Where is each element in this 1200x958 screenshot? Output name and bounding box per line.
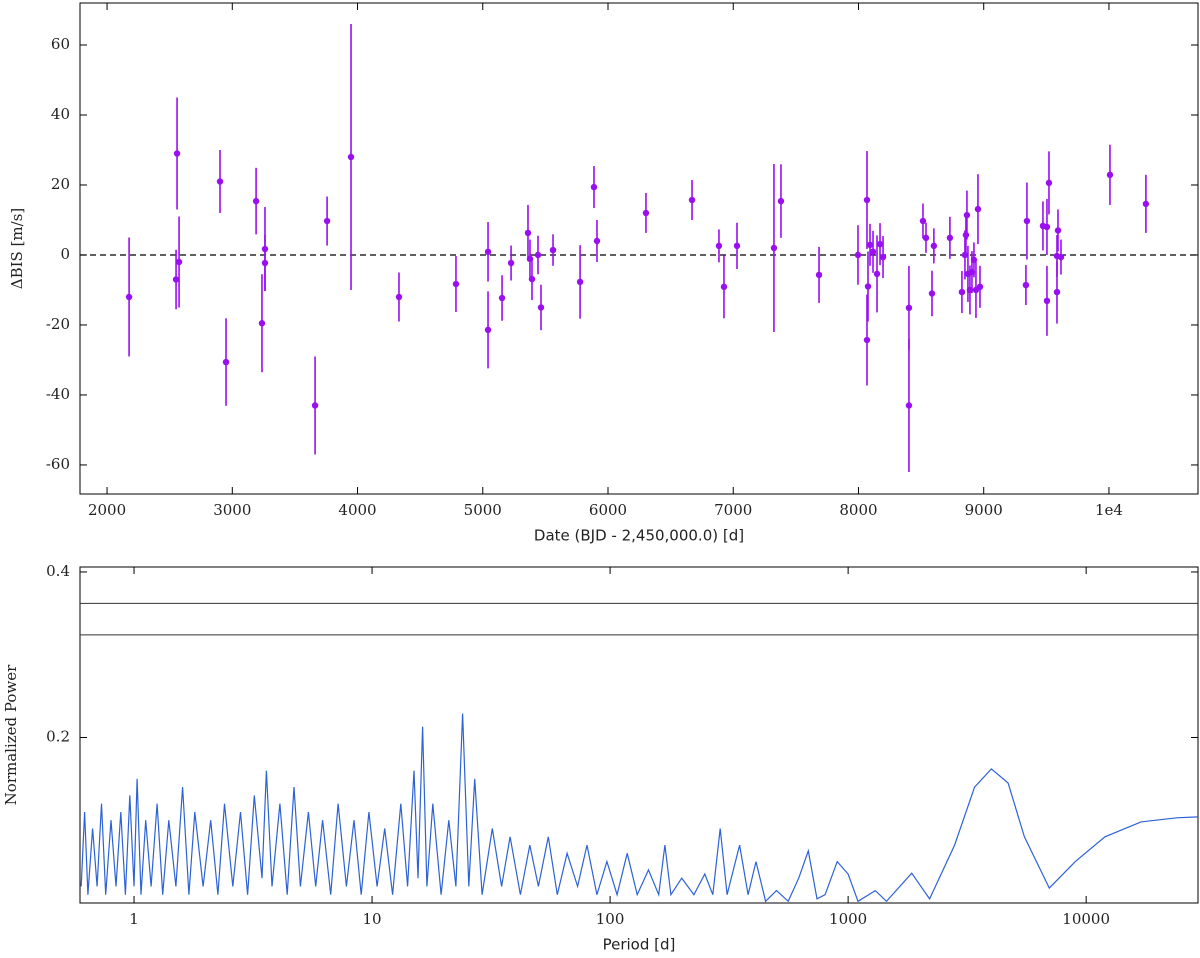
y-tick-label: 60 — [51, 35, 70, 53]
data-point — [688, 196, 696, 204]
data-point — [928, 290, 936, 297]
data-point — [528, 275, 536, 283]
y-tick-label: 0.4 — [46, 562, 70, 580]
y-tick-label: -20 — [46, 315, 70, 333]
data-point — [1045, 179, 1053, 187]
data-point — [1043, 297, 1051, 305]
x-tick-label: 1000 — [829, 910, 867, 928]
data-point — [576, 278, 584, 286]
data-point — [930, 242, 938, 250]
data-point — [815, 271, 823, 279]
data-point — [715, 242, 723, 250]
x-tick-label: 3000 — [213, 501, 251, 519]
data-point — [172, 276, 180, 283]
data-point — [922, 234, 930, 242]
y-tick-label: 0 — [60, 245, 70, 263]
data-point — [1106, 171, 1114, 179]
x-tick-label: 1e4 — [1095, 501, 1123, 519]
x-tick-label: 4000 — [338, 501, 376, 519]
data-point — [1054, 227, 1062, 234]
data-point — [311, 402, 319, 409]
data-point — [222, 358, 230, 366]
x-tick-label: 10000 — [1062, 910, 1110, 928]
data-point — [905, 304, 913, 312]
x-tick-label: 9000 — [965, 501, 1003, 519]
x-axis-label: Date (BJD - 2,450,000.0) [d] — [534, 527, 744, 545]
data-point — [970, 256, 978, 264]
data-point — [534, 251, 542, 259]
x-tick-label: 2000 — [88, 501, 126, 519]
data-point — [962, 231, 970, 239]
data-point — [864, 283, 872, 290]
data-point — [873, 270, 881, 278]
y-tick-label: 40 — [51, 105, 70, 123]
data-point — [593, 237, 601, 245]
data-point — [869, 248, 877, 256]
data-point — [395, 293, 403, 301]
y-axis-label: Normalized Power — [2, 664, 20, 805]
data-point — [261, 259, 269, 267]
data-point — [258, 320, 266, 327]
data-point — [507, 259, 515, 267]
x-tick-label: 100 — [596, 910, 625, 928]
data-point — [866, 241, 874, 249]
periodogram-line — [80, 713, 1199, 903]
data-point — [484, 248, 492, 256]
data-point — [770, 244, 778, 252]
data-point — [976, 283, 984, 291]
x-axis-label: Period [d] — [603, 936, 676, 954]
data-point — [720, 283, 728, 291]
plot-frame — [79, 2, 1199, 495]
data-point — [777, 197, 785, 205]
x-tick-label: 5000 — [464, 501, 502, 519]
y-tick-label: -40 — [46, 385, 70, 403]
data-point — [963, 211, 971, 219]
data-point — [1043, 223, 1051, 231]
data-point — [1023, 217, 1031, 225]
data-point — [919, 217, 927, 225]
y-tick-label: -60 — [46, 455, 70, 473]
y-tick-label: 0.2 — [46, 727, 70, 745]
data-point — [854, 251, 862, 259]
data-point — [863, 196, 871, 204]
x-tick-label: 7000 — [714, 501, 752, 519]
data-point — [125, 293, 133, 301]
data-point — [175, 258, 183, 266]
data-point — [590, 183, 598, 191]
y-tick-label: 20 — [51, 175, 70, 193]
data-point — [1022, 281, 1030, 289]
data-point — [876, 240, 884, 248]
data-point — [173, 150, 181, 157]
data-point — [1142, 200, 1150, 208]
data-point — [905, 402, 913, 409]
x-tick-label: 1 — [129, 910, 139, 928]
data-point — [252, 197, 260, 205]
plot-frame — [79, 566, 1199, 904]
data-point — [498, 294, 506, 302]
data-point — [216, 178, 224, 185]
x-tick-label: 6000 — [589, 501, 627, 519]
data-point — [733, 242, 741, 250]
y-axis-label: ΔBIS [m/s] — [8, 208, 26, 290]
data-point — [863, 336, 871, 344]
data-point — [347, 153, 355, 161]
data-point — [452, 280, 460, 288]
data-point — [524, 229, 532, 237]
data-point — [323, 217, 331, 225]
data-point — [537, 304, 545, 311]
data-point — [1057, 253, 1065, 261]
data-point — [549, 246, 557, 254]
data-point — [879, 253, 887, 261]
data-point — [484, 326, 492, 334]
data-point — [1053, 288, 1061, 296]
x-tick-label: 8000 — [839, 501, 877, 519]
data-point — [642, 209, 650, 217]
data-point — [946, 234, 954, 242]
data-point — [958, 288, 966, 296]
x-tick-label: 10 — [363, 910, 382, 928]
data-point — [974, 205, 982, 213]
